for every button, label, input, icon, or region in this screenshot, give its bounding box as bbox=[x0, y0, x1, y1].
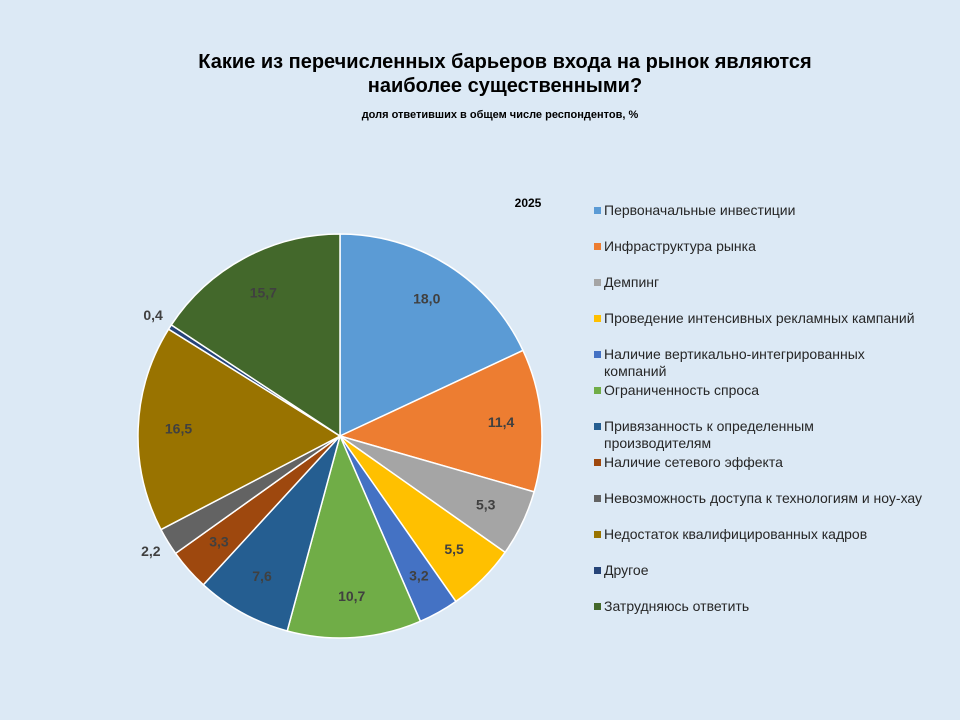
legend-label: Инфраструктура рынка bbox=[604, 238, 756, 254]
legend-swatch bbox=[594, 531, 601, 538]
series-name: 2025 bbox=[514, 196, 542, 210]
legend-label: Невозможность доступа к технологиям и но… bbox=[604, 490, 923, 506]
data-label: 15,7 bbox=[250, 284, 277, 300]
data-label: 7,6 bbox=[252, 568, 272, 584]
legend-label: Затрудняюсь ответить bbox=[604, 598, 750, 614]
legend-item: Проведение интенсивных рекламных кампани… bbox=[594, 310, 924, 327]
legend-swatch bbox=[594, 243, 601, 250]
legend-item: Первоначальные инвестиции bbox=[594, 202, 924, 219]
legend-label: Ограниченность спроса bbox=[604, 382, 759, 398]
legend-swatch bbox=[594, 387, 601, 394]
legend-item: Инфраструктура рынка bbox=[594, 238, 924, 255]
pie-slice bbox=[286, 433, 422, 639]
legend-swatch bbox=[594, 207, 601, 214]
legend-item: Наличие вертикально-интегрированных комп… bbox=[594, 346, 924, 380]
legend-swatch bbox=[594, 423, 601, 430]
data-label: 5,5 bbox=[444, 541, 464, 557]
data-label: 16,5 bbox=[165, 421, 192, 437]
legend-swatch bbox=[594, 279, 601, 286]
data-label: 11,4 bbox=[488, 414, 515, 430]
data-label: 3,2 bbox=[409, 568, 429, 584]
legend-swatch bbox=[594, 459, 601, 466]
pie-slice bbox=[337, 349, 543, 493]
data-label: 3,3 bbox=[209, 534, 229, 550]
pie-slice bbox=[170, 233, 341, 438]
legend-swatch bbox=[594, 567, 601, 574]
legend-item: Привязанность к определенным производите… bbox=[594, 418, 924, 452]
legend-item: Демпинг bbox=[594, 274, 924, 291]
legend-label: Наличие вертикально-интегрированных комп… bbox=[604, 346, 865, 379]
legend-label: Проведение интенсивных рекламных кампани… bbox=[604, 310, 915, 326]
legend-item: Наличие сетевого эффекта bbox=[594, 454, 924, 471]
data-label: 18,0 bbox=[413, 290, 440, 306]
legend-swatch bbox=[594, 495, 601, 502]
data-label: 0,4 bbox=[143, 307, 163, 323]
data-label: 5,3 bbox=[476, 497, 496, 513]
legend-item: Ограниченность спроса bbox=[594, 382, 924, 399]
legend-label: Привязанность к определенным производите… bbox=[604, 418, 814, 451]
legend-label: Недостаток квалифицированных кадров bbox=[604, 526, 868, 542]
chart-title: Какие из перечисленных барьеров входа на… bbox=[198, 51, 812, 97]
legend-label: Первоначальные инвестиции bbox=[604, 202, 796, 218]
chart-subtitle: доля ответивших в общем числе респондент… bbox=[361, 109, 639, 121]
legend-swatch bbox=[594, 603, 601, 610]
legend-label: Демпинг bbox=[604, 274, 660, 290]
legend-item: Затрудняюсь ответить bbox=[594, 598, 924, 615]
legend-item: Невозможность доступа к технологиям и но… bbox=[594, 490, 924, 507]
legend-swatch bbox=[594, 351, 601, 358]
pie-slice bbox=[339, 233, 524, 438]
legend-label: Другое bbox=[604, 562, 649, 578]
legend-label: Наличие сетевого эффекта bbox=[604, 454, 783, 470]
legend-swatch bbox=[594, 315, 601, 322]
legend-item: Другое bbox=[594, 562, 924, 579]
data-label: 10,7 bbox=[338, 588, 365, 604]
legend-item: Недостаток квалифицированных кадров bbox=[594, 526, 924, 543]
pie-slice bbox=[202, 435, 341, 632]
data-label: 2,2 bbox=[141, 543, 161, 559]
pie-slice bbox=[137, 328, 342, 531]
